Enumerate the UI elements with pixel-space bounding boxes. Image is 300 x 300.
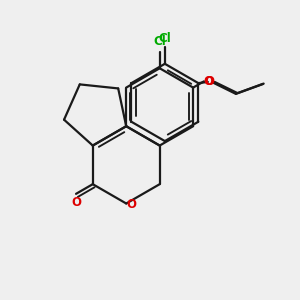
Text: O: O: [71, 196, 81, 209]
Text: Cl: Cl: [158, 32, 171, 45]
Text: Cl: Cl: [153, 35, 166, 48]
Text: O: O: [203, 75, 213, 88]
Text: O: O: [127, 199, 136, 212]
Text: O: O: [205, 75, 214, 88]
